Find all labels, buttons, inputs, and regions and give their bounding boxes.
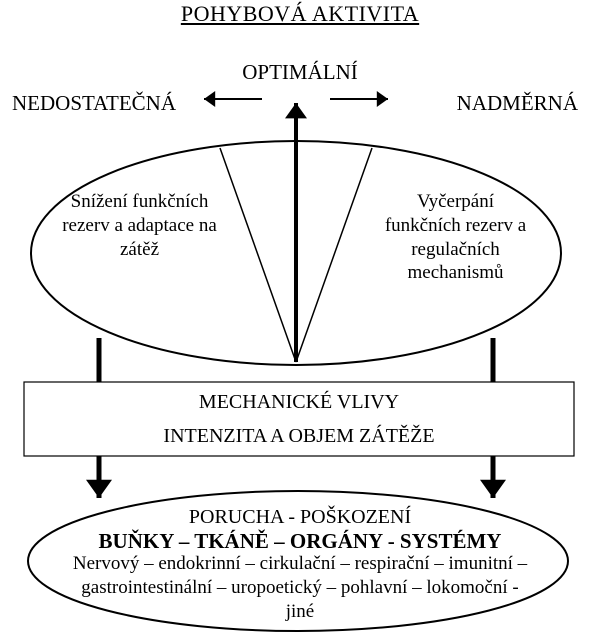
bottom-line1: PORUCHA - POŠKOZENÍ	[0, 505, 600, 530]
ellipse-left-text: Snížení funkčních rezerv a adaptace na z…	[62, 190, 217, 261]
middle-line1: MECHANICKÉ VLIVY	[24, 390, 574, 415]
diagram-title: POHYBOVÁ AKTIVITA	[0, 0, 600, 28]
middle-line2: INTENZITA A OBJEM ZÁTĚŽE	[24, 424, 574, 449]
label-excessive: NADMĚRNÁ	[378, 90, 578, 116]
label-optimal: OPTIMÁLNÍ	[0, 59, 600, 85]
ellipse-right-text: Vyčerpání funkčních rezerv a regulačních…	[378, 190, 533, 285]
bottom-line3: Nervový – endokrinní – cirkulační – resp…	[66, 552, 534, 623]
label-insufficient: NEDOSTATEČNÁ	[12, 90, 212, 116]
bottom-line2: BUŇKY – TKÁNĚ – ORGÁNY - SYSTÉMY	[0, 528, 600, 554]
